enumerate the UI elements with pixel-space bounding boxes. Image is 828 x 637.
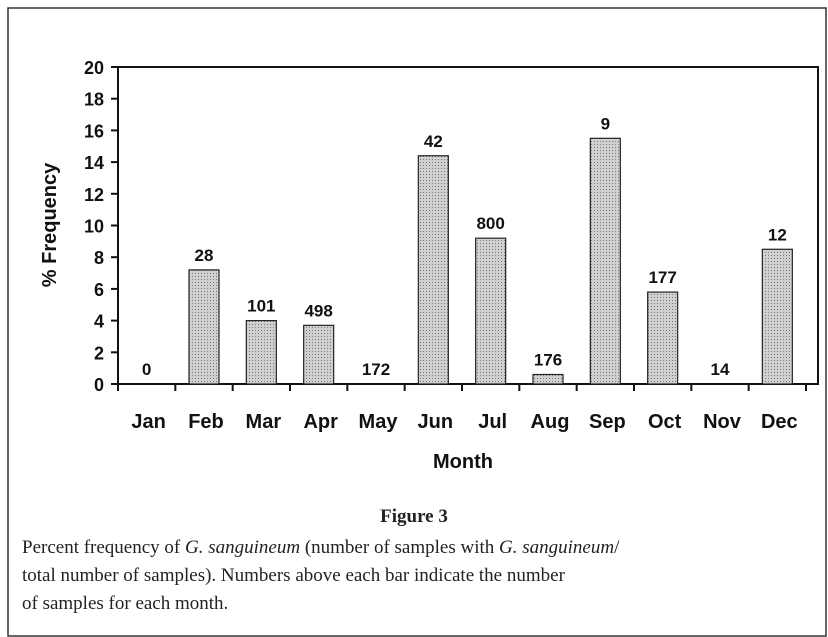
- bar: [589, 137, 621, 385]
- y-tick-label: 18: [84, 90, 104, 110]
- x-tick-label: Mar: [246, 411, 282, 433]
- sample-count: 176: [534, 350, 562, 369]
- bar: [761, 248, 793, 385]
- y-tick-label: 12: [84, 185, 104, 205]
- x-tick-label: Jul: [478, 411, 507, 433]
- y-tick-label: 14: [84, 153, 104, 173]
- y-tick-label: 4: [94, 312, 104, 332]
- x-tick-label: Feb: [188, 411, 224, 433]
- y-tick-label: 2: [94, 343, 104, 363]
- y-tick-label: 16: [84, 121, 104, 141]
- sample-count: 101: [247, 297, 275, 316]
- bar: [245, 320, 277, 385]
- y-tick-label: 10: [84, 217, 104, 237]
- x-tick-label: Apr: [303, 411, 338, 433]
- y-tick-label: 6: [94, 280, 104, 300]
- caption-line: of samples for each month.: [22, 593, 228, 614]
- bar: [475, 237, 507, 385]
- caption-text: Percent frequency of: [22, 537, 185, 558]
- x-axis-label: Month: [433, 451, 493, 473]
- sample-count: 12: [768, 225, 787, 244]
- sample-count: 28: [195, 246, 214, 265]
- caption-text: of samples for each month.: [22, 593, 228, 614]
- x-tick-label: Dec: [761, 411, 798, 433]
- bar: [532, 373, 564, 385]
- caption-text: G. sanguineum: [499, 537, 614, 558]
- sample-count: 172: [362, 360, 390, 379]
- bar: [303, 324, 335, 385]
- figure-border: [7, 7, 827, 637]
- x-tick-label: Sep: [589, 411, 626, 433]
- caption-text: (number of samples with: [300, 537, 499, 558]
- x-tick-label: Jun: [418, 411, 454, 433]
- caption-text: G. sanguineum: [185, 537, 300, 558]
- x-tick-label: May: [359, 411, 399, 433]
- caption-title: Figure 3: [380, 506, 448, 527]
- plot-frame: [117, 66, 819, 385]
- sample-count: 498: [304, 301, 332, 320]
- bar: [417, 155, 449, 385]
- caption-line: Percent frequency of G. sanguineum (numb…: [22, 537, 620, 558]
- caption-text: total number of samples). Numbers above …: [22, 565, 566, 586]
- sample-count: 42: [424, 132, 443, 151]
- caption-line: total number of samples). Numbers above …: [22, 565, 566, 586]
- sample-count: 9: [601, 114, 610, 133]
- sample-count: 14: [711, 360, 730, 379]
- bar: [647, 291, 679, 385]
- sample-count: 177: [648, 268, 676, 287]
- bar: [188, 269, 220, 385]
- y-axis-label: % Frequency: [39, 162, 61, 287]
- caption-text: /: [614, 537, 620, 558]
- y-tick-label: 0: [94, 375, 104, 395]
- sample-count: 800: [476, 214, 504, 233]
- x-tick-label: Jan: [131, 411, 165, 433]
- sample-count: 0: [142, 360, 151, 379]
- x-tick-label: Aug: [531, 411, 570, 433]
- x-tick-label: Nov: [703, 411, 742, 433]
- y-tick-label: 8: [94, 248, 104, 268]
- x-tick-label: Oct: [648, 411, 682, 433]
- y-tick-label: 20: [84, 58, 104, 78]
